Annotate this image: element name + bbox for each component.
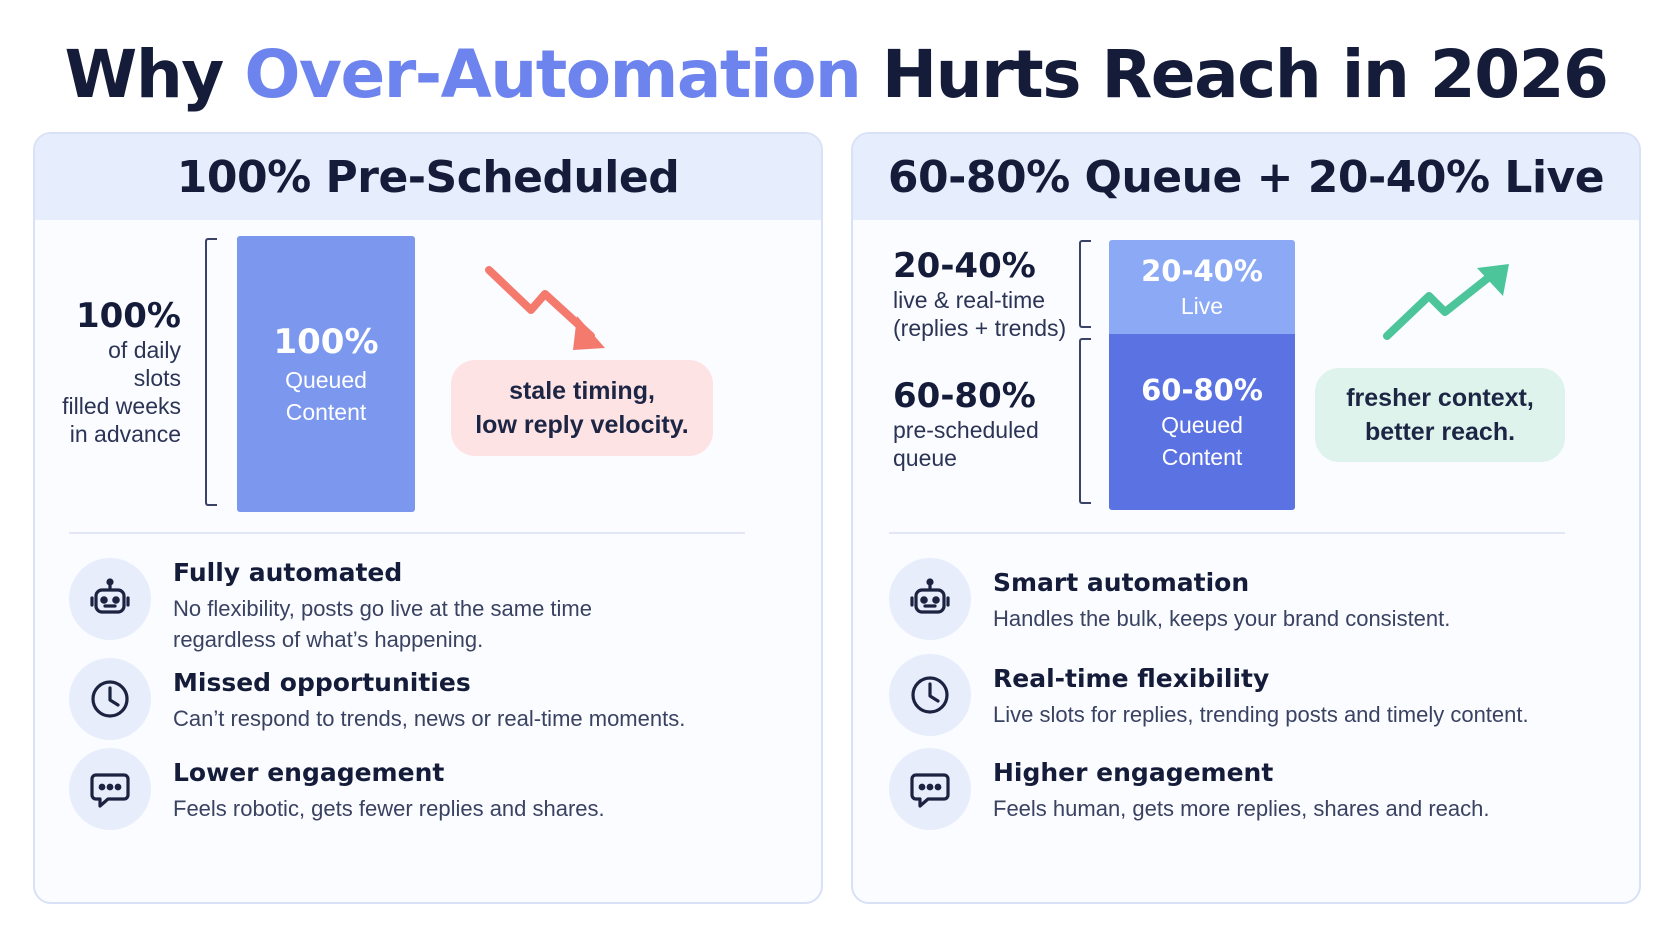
pill-line: low reply velocity.: [475, 411, 689, 439]
side-line: in advance: [69, 421, 181, 447]
feature-title: Real-time flexibility: [993, 664, 1270, 693]
side-line: queue: [893, 445, 957, 471]
chat-icon: [69, 748, 151, 830]
trend-up-arrow-icon: [1383, 264, 1509, 340]
feature-item: Smart automation Handles the bulk, keeps…: [889, 558, 1450, 640]
queued-content-bar: 60-80% Queued Content: [1109, 334, 1295, 510]
feature-desc: Can’t respond to trends, news or real-ti…: [173, 706, 686, 731]
side-percent: 20-40%: [893, 246, 1036, 286]
live-bar: 20-40% Live: [1109, 240, 1295, 334]
feature-desc: Feels human, gets more replies, shares a…: [993, 796, 1490, 821]
bar-percent: 100%: [273, 322, 379, 362]
bar-label: Content: [1161, 444, 1243, 470]
side-percent: 100%: [75, 296, 181, 336]
panel-pre-scheduled: 100% Pre-Scheduled 100% of daily slots f…: [33, 132, 823, 904]
pill-line: fresher context,: [1346, 384, 1534, 412]
side-line: of daily slots: [108, 337, 181, 391]
side-line: live & real-time: [893, 287, 1046, 313]
queued-content-bar: 100% Queued Content: [237, 236, 415, 512]
trend-down-arrow-icon: [485, 266, 605, 350]
feature-desc: Feels robotic, gets fewer replies and sh…: [173, 796, 605, 821]
outcome-pill: fresher context, better reach.: [1315, 368, 1565, 462]
panel-heading: 100% Pre-Scheduled: [35, 134, 821, 220]
feature-desc: Live slots for replies, trending posts a…: [993, 702, 1529, 727]
live-side-label: 20-40% live & real-time (replies + trend…: [893, 246, 1066, 342]
bracket: [1079, 338, 1091, 504]
title-suffix: Hurts Reach in 2026: [881, 36, 1609, 113]
bar-percent: 60-80%: [1141, 373, 1263, 407]
robot-icon: [889, 558, 971, 640]
feature-item: Higher engagement Feels human, gets more…: [889, 748, 1489, 830]
pill-line: better reach.: [1364, 418, 1516, 446]
side-label: 100% of daily slots filled weeks in adva…: [55, 296, 181, 448]
bar-label: Content: [285, 399, 367, 425]
panel-heading: 60-80% Queue + 20-40% Live: [853, 134, 1639, 220]
queue-side-label: 60-80% pre-scheduled queue: [893, 376, 1039, 472]
clock-icon: [69, 658, 151, 740]
feature-item: Missed opportunities Can’t respond to tr…: [69, 658, 685, 740]
page-title: Why Over-Automation Hurts Reach in 2026: [0, 36, 1672, 113]
bar-percent: 20-40%: [1141, 254, 1263, 288]
bracket: [205, 238, 217, 506]
title-accent: Over-Automation: [244, 36, 862, 113]
bar-label: Queued: [1161, 412, 1243, 438]
feature-desc: Handles the bulk, keeps your brand consi…: [993, 606, 1451, 631]
title-prefix: Why: [64, 36, 225, 113]
feature-title: Missed opportunities: [173, 668, 471, 697]
feature-item: Lower engagement Feels robotic, gets few…: [69, 748, 605, 830]
feature-title: Fully automated: [173, 558, 403, 587]
pill-line: stale timing,: [509, 377, 655, 405]
feature-title: Higher engagement: [993, 758, 1274, 787]
divider: [889, 532, 1565, 534]
divider: [69, 532, 745, 534]
robot-icon: [69, 558, 151, 640]
bracket: [1079, 240, 1091, 328]
feature-title: Lower engagement: [173, 758, 445, 787]
bar-label: Queued: [285, 367, 367, 393]
feature-item: Fully automated No flexibility, posts go…: [69, 558, 592, 655]
bar-label: Live: [1180, 293, 1224, 319]
side-line: pre-scheduled: [893, 417, 1039, 443]
side-line: (replies + trends): [893, 315, 1067, 341]
feature-title: Smart automation: [993, 568, 1250, 597]
clock-icon: [889, 654, 971, 736]
chat-icon: [889, 748, 971, 830]
feature-desc: No flexibility, posts go live at the sam…: [173, 596, 592, 621]
feature-item: Real-time flexibility Live slots for rep…: [889, 654, 1529, 736]
feature-desc: regardless of what’s happening.: [173, 627, 484, 652]
side-line: filled weeks: [62, 393, 181, 419]
panel-queue-plus-live: 60-80% Queue + 20-40% Live 20-40% live &…: [851, 132, 1641, 904]
side-percent: 60-80%: [893, 376, 1036, 416]
outcome-pill: stale timing, low reply velocity.: [451, 360, 713, 456]
